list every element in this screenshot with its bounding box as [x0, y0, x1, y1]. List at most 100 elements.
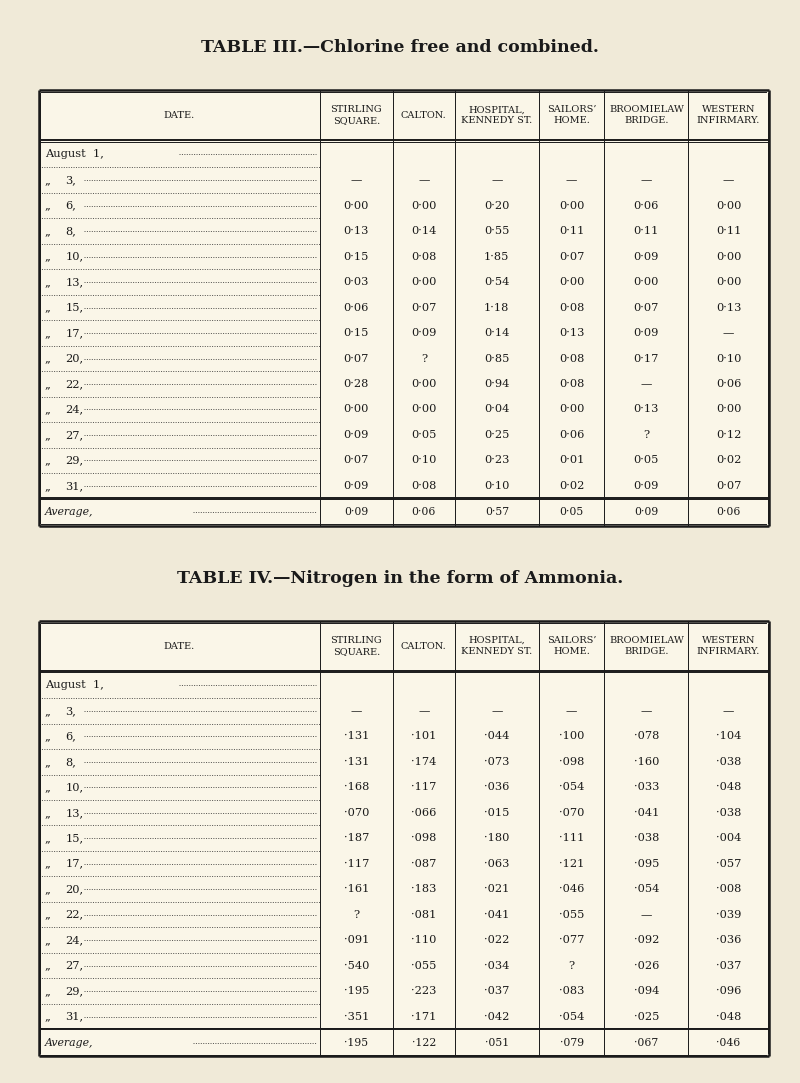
Text: ·037: ·037 — [716, 961, 741, 970]
Text: ·004: ·004 — [716, 833, 741, 844]
Text: ·048: ·048 — [716, 782, 741, 793]
Text: CALTON.: CALTON. — [401, 110, 446, 120]
Text: 0·08: 0·08 — [559, 379, 584, 389]
Text: 20,: 20, — [66, 884, 83, 895]
Text: 0·10: 0·10 — [484, 481, 510, 491]
Text: 0·07: 0·07 — [716, 481, 741, 491]
Text: 17,: 17, — [66, 859, 83, 869]
Text: 0·00: 0·00 — [559, 404, 584, 415]
Text: ·057: ·057 — [716, 859, 741, 869]
Text: 0·23: 0·23 — [484, 456, 510, 466]
Text: ·098: ·098 — [559, 757, 584, 767]
Text: 0·01: 0·01 — [559, 456, 584, 466]
Text: ·117: ·117 — [344, 859, 369, 869]
Text: 0·03: 0·03 — [344, 277, 369, 287]
Text: 0·08: 0·08 — [411, 251, 437, 262]
Text: „: „ — [45, 456, 50, 466]
Text: August  1,: August 1, — [45, 680, 104, 690]
Text: „: „ — [45, 251, 50, 262]
Text: HOSPITAL,
KENNEDY ST.: HOSPITAL, KENNEDY ST. — [461, 636, 533, 656]
Text: BROOMIELAW
BRIDGE.: BROOMIELAW BRIDGE. — [609, 105, 684, 126]
Text: ·083: ·083 — [559, 987, 584, 996]
Text: ·066: ·066 — [411, 808, 437, 818]
Text: 0·08: 0·08 — [559, 353, 584, 364]
Text: 0·07: 0·07 — [411, 302, 437, 313]
Text: August  1,: August 1, — [45, 149, 104, 159]
Text: 0·10: 0·10 — [716, 353, 741, 364]
Text: ·100: ·100 — [559, 731, 584, 741]
Text: 0·09: 0·09 — [344, 507, 369, 518]
Text: ·121: ·121 — [559, 859, 584, 869]
Text: ·055: ·055 — [559, 910, 584, 919]
Text: ·095: ·095 — [634, 859, 659, 869]
Text: ·041: ·041 — [634, 808, 659, 818]
Text: 0·07: 0·07 — [559, 251, 584, 262]
Text: ·104: ·104 — [716, 731, 741, 741]
Text: ·122: ·122 — [412, 1038, 436, 1048]
Text: ·180: ·180 — [484, 833, 510, 844]
Text: ·111: ·111 — [559, 833, 584, 844]
Text: 0·00: 0·00 — [559, 277, 584, 287]
Text: 13,: 13, — [66, 808, 83, 818]
Text: —: — — [641, 910, 652, 919]
Text: ?: ? — [643, 430, 650, 440]
Text: ·091: ·091 — [344, 935, 369, 945]
Text: 0·07: 0·07 — [344, 353, 369, 364]
Text: 10,: 10, — [66, 251, 83, 262]
Text: —: — — [722, 706, 734, 716]
Text: ·101: ·101 — [411, 731, 437, 741]
Text: SAILORS’
HOME.: SAILORS’ HOME. — [547, 105, 596, 126]
Text: ·036: ·036 — [484, 782, 510, 793]
Text: 6,: 6, — [66, 731, 76, 741]
Text: ·174: ·174 — [411, 757, 437, 767]
Text: ·054: ·054 — [559, 782, 584, 793]
Text: ·195: ·195 — [344, 987, 369, 996]
Text: 0·02: 0·02 — [559, 481, 584, 491]
Text: 0·00: 0·00 — [411, 404, 437, 415]
Text: —: — — [641, 175, 652, 185]
Text: ·015: ·015 — [484, 808, 510, 818]
Text: ·022: ·022 — [484, 935, 510, 945]
Text: ·051: ·051 — [485, 1038, 509, 1048]
Text: 15,: 15, — [66, 302, 83, 313]
Text: ·098: ·098 — [411, 833, 437, 844]
Text: „: „ — [45, 859, 50, 869]
Text: —: — — [418, 706, 430, 716]
Text: ·079: ·079 — [559, 1038, 584, 1048]
Text: 0·13: 0·13 — [634, 404, 659, 415]
Text: ·160: ·160 — [634, 757, 659, 767]
Text: „: „ — [45, 404, 50, 415]
Text: 0·00: 0·00 — [716, 277, 741, 287]
Bar — [39, 90, 769, 525]
Text: Average,: Average, — [45, 507, 94, 518]
Text: ·054: ·054 — [634, 884, 659, 895]
Text: 0·05: 0·05 — [411, 430, 437, 440]
Text: 0·00: 0·00 — [411, 379, 437, 389]
Text: ·540: ·540 — [344, 961, 369, 970]
Text: ·183: ·183 — [411, 884, 437, 895]
Text: 0·00: 0·00 — [344, 404, 369, 415]
Text: „: „ — [45, 935, 50, 945]
Text: 0·09: 0·09 — [634, 507, 658, 518]
Text: ·092: ·092 — [634, 935, 659, 945]
Text: 0·55: 0·55 — [484, 226, 510, 236]
Text: 1·18: 1·18 — [484, 302, 510, 313]
Text: ·073: ·073 — [484, 757, 510, 767]
Text: „: „ — [45, 379, 50, 389]
Text: TABLE IV.—Nitrogen in the form of Ammonia.: TABLE IV.—Nitrogen in the form of Ammoni… — [177, 570, 623, 587]
Text: ·171: ·171 — [411, 1012, 437, 1021]
Text: 0·09: 0·09 — [634, 328, 659, 338]
Text: STIRLING
SQUARE.: STIRLING SQUARE. — [330, 105, 382, 126]
Text: ·021: ·021 — [484, 884, 510, 895]
Text: ·038: ·038 — [716, 808, 741, 818]
Text: 10,: 10, — [66, 782, 83, 793]
Text: ·081: ·081 — [411, 910, 437, 919]
Text: 0·20: 0·20 — [484, 200, 510, 210]
Text: 0·00: 0·00 — [716, 404, 741, 415]
Text: 0·06: 0·06 — [716, 507, 741, 518]
Text: 0·13: 0·13 — [716, 302, 741, 313]
Text: TABLE III.—Chlorine free and combined.: TABLE III.—Chlorine free and combined. — [201, 39, 599, 56]
Text: 0·85: 0·85 — [484, 353, 510, 364]
Text: HOSPITAL,
KENNEDY ST.: HOSPITAL, KENNEDY ST. — [461, 105, 533, 126]
Text: 1·85: 1·85 — [484, 251, 510, 262]
